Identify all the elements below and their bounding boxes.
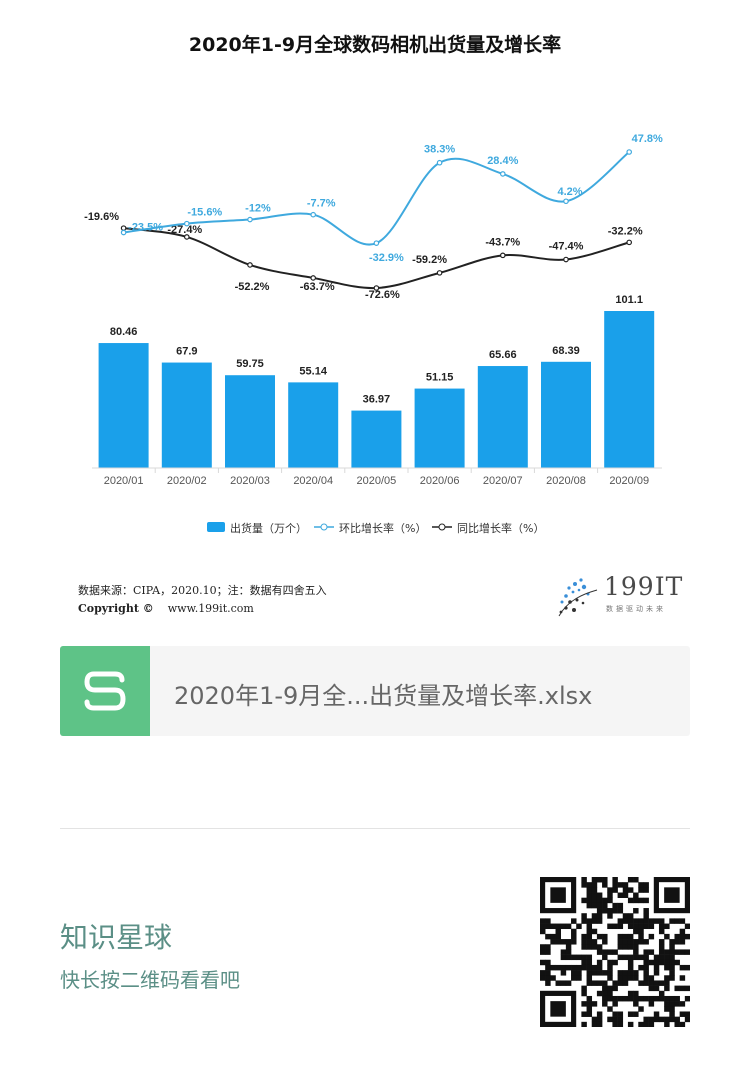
mom-value-label: 38.3% — [424, 144, 455, 156]
source-note: 数据来源：CIPA，2020.10；注：数据有四舍五入 — [78, 584, 327, 597]
x-tick-label: 2020/04 — [293, 475, 333, 487]
mom-value-label: 28.4% — [487, 155, 518, 167]
yoy-point — [499, 252, 506, 259]
mom-point — [120, 229, 127, 236]
bar-value-label: 101.1 — [615, 294, 643, 306]
mom-value-label: -32.9% — [369, 252, 404, 264]
divider — [60, 828, 690, 829]
legend-bar-label: 出货量（万个） — [230, 521, 307, 535]
mom-value-label: 47.8% — [632, 133, 663, 145]
bar-value-label: 36.97 — [363, 394, 391, 406]
promo-hint: 快长按二维码看看吧 — [60, 968, 240, 992]
bar-2020/09 — [604, 311, 655, 468]
mom-point — [373, 240, 380, 246]
bar-2020/01 — [98, 343, 149, 468]
mom-point — [247, 216, 253, 223]
spreadsheet-file-icon — [60, 646, 150, 736]
yoy-value-label: -63.7% — [300, 281, 335, 293]
mom-value-label: -15.6% — [187, 207, 222, 219]
promo-title: 知识星球 — [60, 921, 173, 954]
yoy-value-label: -47.4% — [549, 241, 584, 253]
x-tick-label: 2020/08 — [546, 475, 586, 487]
bar-2020/07 — [477, 366, 528, 468]
legend: 出货量（万个） 环比增长率（%） 同比增长率（%） — [207, 521, 544, 535]
legend-mom-marker — [320, 523, 328, 531]
bar-value-label: 68.39 — [552, 345, 580, 357]
yoy-value-label: -27.4% — [167, 224, 202, 236]
x-ticks-layer: 2020/01 2020/02 2020/03 2020/04 2020/05 2020/… — [104, 468, 649, 487]
mom-value-label: -23.5% — [128, 222, 163, 234]
yoy-point — [373, 285, 380, 291]
mom-point — [499, 171, 506, 177]
file-attachment-card[interactable]: 2020年1-9月全...出货量及增长率.xlsx — [60, 646, 690, 736]
bar-2020/08 — [541, 361, 591, 468]
x-tick-label: 2020/07 — [483, 475, 523, 487]
mom-value-label: -7.7% — [307, 198, 336, 210]
x-tick-label: 2020/05 — [357, 475, 397, 487]
mom-point — [563, 198, 569, 205]
yoy-value-label: -19.6% — [84, 211, 119, 223]
x-tick-label: 2020/06 — [420, 475, 460, 487]
x-tick-label: 2020/03 — [230, 475, 270, 487]
mom-value-label: -12% — [245, 203, 271, 215]
file-name: 2020年1-9月全...出货量及增长率.xlsx — [174, 682, 593, 710]
yoy-point — [436, 270, 443, 276]
yoy-value-label: -32.2% — [608, 225, 643, 237]
yoy-point — [563, 256, 569, 263]
yoy-value-label: -52.2% — [235, 281, 270, 293]
bar-value-label: 55.14 — [299, 365, 327, 377]
yoy-point — [120, 225, 127, 231]
mom-point — [310, 211, 317, 218]
bar-value-label: 59.75 — [236, 358, 264, 370]
mom-line — [123, 151, 630, 246]
x-tick-label: 2020/01 — [104, 475, 144, 487]
bar-value-label: 80.46 — [110, 326, 138, 338]
brand-tagline: 数据驱动未来 — [606, 605, 666, 613]
bar-labels-layer: 80.46 67.9 59.75 55.14 36.97 51.15 65.66 68.39 1… — [110, 294, 643, 406]
bars-layer — [98, 311, 655, 468]
bar-2020/06 — [414, 388, 465, 468]
bar-value-label: 67.9 — [176, 346, 197, 358]
brand-name: 199IT — [604, 572, 684, 601]
mom-point — [184, 220, 190, 227]
mom-point — [436, 159, 443, 166]
legend-mom-label: 环比增长率（%） — [339, 521, 426, 535]
website-text: www.199it.com — [167, 602, 254, 615]
bar-value-label: 51.15 — [426, 372, 454, 384]
bar-2020/05 — [351, 410, 402, 468]
combo-chart: 80.46 67.9 59.75 55.14 36.97 51.15 65.66 68.39 1… — [84, 133, 663, 535]
bar-2020/02 — [161, 362, 212, 468]
qr-code-icon[interactable] — [540, 877, 690, 1027]
copyright-line: Copyright © www.199it.com — [78, 602, 254, 615]
yoy-point — [184, 234, 190, 240]
legend-yoy-marker — [438, 523, 446, 531]
yoy-value-label: -59.2% — [412, 254, 447, 266]
bar-2020/04 — [288, 382, 339, 468]
yoy-value-label: -43.7% — [485, 236, 520, 248]
bar-2020/03 — [225, 375, 275, 468]
yoy-point — [626, 239, 633, 246]
mom-point — [626, 149, 633, 155]
x-tick-label: 2020/09 — [609, 475, 649, 487]
chart-title: 2020年1-9月全球数码相机出货量及增长率 — [188, 34, 562, 56]
copyright-label: Copyright © — [78, 602, 154, 615]
legend-bar-swatch — [207, 522, 225, 532]
brand-logo-icon — [558, 578, 598, 617]
lines-layer: -19.6% -27.4% -52.2% -63.7% -72.6% -59.2% -43.… — [84, 133, 663, 301]
mom-value-label: 4.2% — [557, 186, 582, 198]
x-tick-label: 2020/02 — [167, 475, 207, 487]
yoy-point — [247, 262, 253, 268]
legend-yoy-label: 同比增长率（%） — [457, 521, 544, 535]
yoy-point — [310, 275, 317, 281]
bar-value-label: 65.66 — [489, 349, 517, 361]
yoy-value-label: -72.6% — [365, 289, 400, 301]
